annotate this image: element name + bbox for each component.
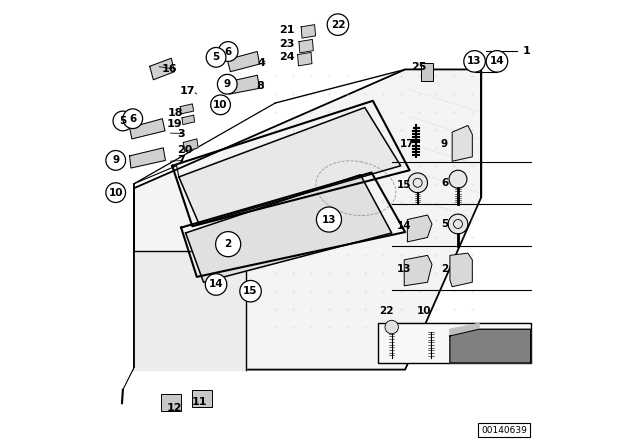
Text: 00140639: 00140639 xyxy=(481,426,527,435)
Text: 5: 5 xyxy=(119,116,127,126)
Text: 20: 20 xyxy=(177,145,193,155)
Circle shape xyxy=(240,280,261,302)
Circle shape xyxy=(408,173,428,193)
Circle shape xyxy=(218,74,237,94)
Bar xyxy=(378,323,531,363)
Circle shape xyxy=(123,109,143,129)
Text: 21: 21 xyxy=(280,26,295,35)
Text: 9: 9 xyxy=(224,79,231,89)
Text: 9: 9 xyxy=(112,155,119,165)
Polygon shape xyxy=(180,104,194,114)
Bar xyxy=(421,63,433,81)
Polygon shape xyxy=(186,175,392,282)
Polygon shape xyxy=(450,323,479,336)
Text: 25: 25 xyxy=(411,62,426,72)
Text: 17: 17 xyxy=(400,139,415,149)
Text: 18: 18 xyxy=(168,108,184,118)
Polygon shape xyxy=(179,108,401,224)
Text: 14: 14 xyxy=(490,56,504,66)
Bar xyxy=(192,390,212,407)
Text: 22: 22 xyxy=(331,20,345,30)
Circle shape xyxy=(106,183,125,202)
Circle shape xyxy=(206,47,226,67)
Polygon shape xyxy=(150,58,174,80)
Text: 24: 24 xyxy=(280,52,295,62)
Text: 13: 13 xyxy=(467,56,482,66)
Text: 1: 1 xyxy=(522,46,530,56)
Polygon shape xyxy=(299,39,314,53)
Polygon shape xyxy=(182,115,195,125)
Text: 2: 2 xyxy=(225,239,232,249)
Circle shape xyxy=(449,170,467,188)
Circle shape xyxy=(218,42,238,61)
Circle shape xyxy=(464,51,485,72)
Bar xyxy=(161,394,181,411)
Circle shape xyxy=(486,51,508,72)
Text: 6: 6 xyxy=(129,114,136,124)
Text: 3: 3 xyxy=(177,129,185,138)
Text: 13: 13 xyxy=(397,264,412,274)
Circle shape xyxy=(316,207,342,232)
Polygon shape xyxy=(130,119,165,139)
Polygon shape xyxy=(130,148,165,168)
Text: 9: 9 xyxy=(441,139,448,149)
Text: 11: 11 xyxy=(191,397,207,407)
Circle shape xyxy=(216,232,241,257)
Text: 10: 10 xyxy=(417,306,431,316)
Polygon shape xyxy=(227,52,260,72)
Polygon shape xyxy=(184,139,198,151)
Polygon shape xyxy=(450,253,472,287)
Text: 5: 5 xyxy=(441,219,448,229)
Text: 19: 19 xyxy=(166,119,182,129)
Circle shape xyxy=(205,274,227,295)
Circle shape xyxy=(106,151,125,170)
Polygon shape xyxy=(301,25,316,38)
Polygon shape xyxy=(227,75,260,94)
Polygon shape xyxy=(134,69,481,370)
Polygon shape xyxy=(404,255,432,286)
Text: 4: 4 xyxy=(258,58,266,68)
Text: 15: 15 xyxy=(243,286,258,296)
Text: 5: 5 xyxy=(212,52,220,62)
Circle shape xyxy=(211,95,230,115)
Polygon shape xyxy=(298,52,312,66)
Circle shape xyxy=(327,14,349,35)
Polygon shape xyxy=(134,251,246,370)
Text: 2: 2 xyxy=(441,264,448,274)
Text: 6: 6 xyxy=(441,178,448,188)
Text: 17: 17 xyxy=(179,86,195,96)
Text: 10: 10 xyxy=(213,100,228,110)
Circle shape xyxy=(113,111,132,131)
Text: 16: 16 xyxy=(161,64,177,74)
Text: 12: 12 xyxy=(166,403,182,413)
Text: 13: 13 xyxy=(322,215,336,224)
Text: 22: 22 xyxy=(379,306,394,316)
Text: 7: 7 xyxy=(177,155,185,165)
Text: 23: 23 xyxy=(280,39,295,49)
Text: 8: 8 xyxy=(257,81,264,91)
Circle shape xyxy=(385,320,398,334)
Text: 6: 6 xyxy=(225,47,232,56)
Polygon shape xyxy=(452,125,472,161)
Circle shape xyxy=(448,214,468,234)
Polygon shape xyxy=(450,329,531,363)
Text: 14: 14 xyxy=(209,280,223,289)
Text: 14: 14 xyxy=(397,221,412,231)
Text: 10: 10 xyxy=(108,188,123,198)
Polygon shape xyxy=(407,215,432,242)
Text: 15: 15 xyxy=(397,180,412,190)
